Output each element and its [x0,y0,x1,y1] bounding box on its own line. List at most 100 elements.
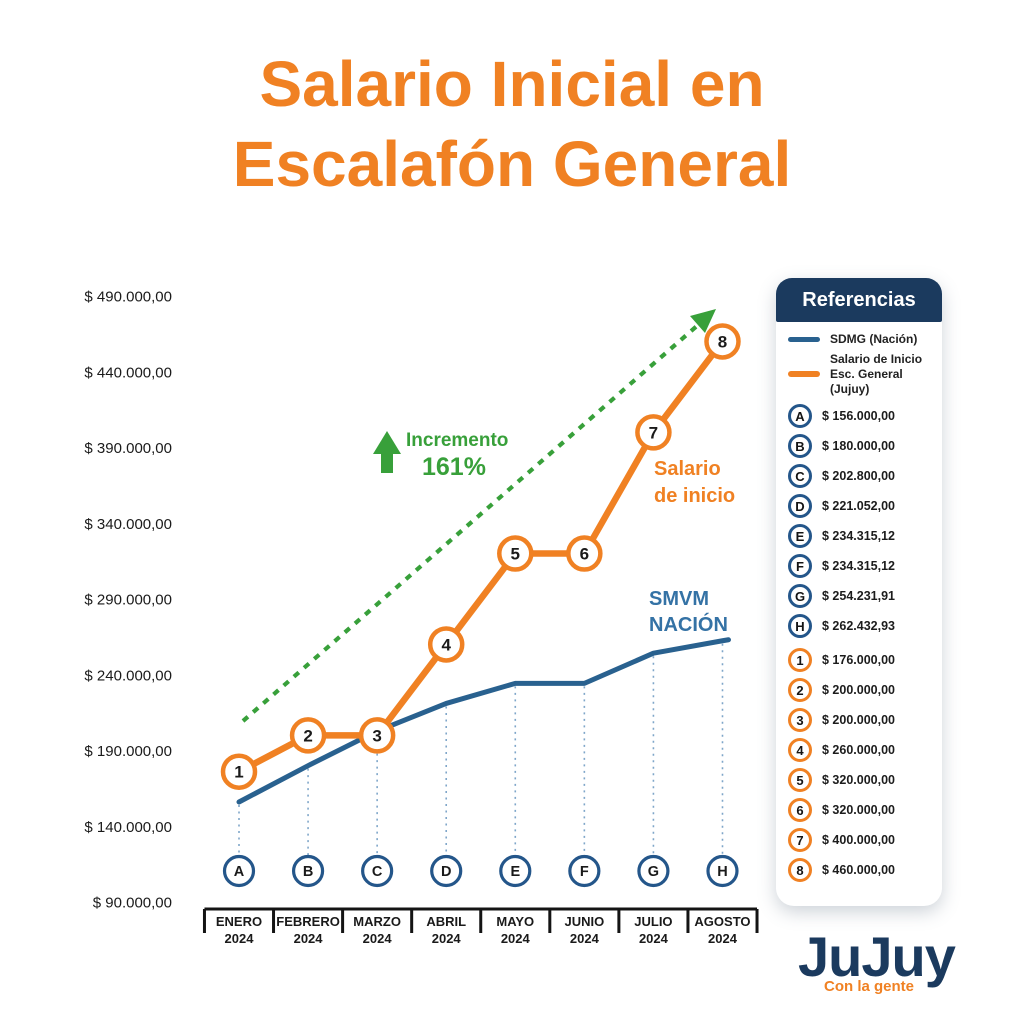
increment-label: Incremento [406,430,509,451]
orange-point-5 [497,535,534,572]
references-body: SDMG (Nación) Salario de Inicio Esc. Gen… [776,322,942,885]
y-axis-tick: $ 490.000,00 [84,289,172,306]
y-axis-tick: $ 340.000,00 [84,516,172,533]
x-axis-year-label: 2024 [225,931,255,946]
orange-key-circle: 8 [788,858,812,882]
reference-value: $ 400.000,00 [822,833,895,847]
blue-key-circle: E [788,524,812,548]
growth-arrow [241,309,716,723]
legend-item-sdmg: SDMG (Nación) [788,332,932,347]
x-axis-year-label: 2024 [501,931,531,946]
x-axis-month-label: AGOSTO [694,914,750,929]
reference-item-5: 5 $ 320.000,00 [788,765,932,795]
reference-values-list: A $ 156.000,00 B $ 180.000,00 C $ 202.800,00 D… [788,401,932,885]
reference-item-G: G $ 254.231,91 [788,581,932,611]
svg-text:8: 8 [718,332,727,351]
reference-item-2: 2 $ 200.000,00 [788,675,932,705]
svg-text:5: 5 [511,545,520,564]
reference-item-H: H $ 262.432,93 [788,611,932,641]
letter-marker-A [222,854,256,888]
logo-wordmark: JuJuy [798,925,956,988]
blue-key-circle: A [788,404,812,428]
reference-value: $ 234.315,12 [822,559,895,573]
blue-key-circle: G [788,584,812,608]
reference-value: $ 320.000,00 [822,773,895,787]
reference-value: $ 200.000,00 [822,713,895,727]
increment-value: 161% [422,453,486,481]
references-panel: Referencias SDMG (Nación) Salario de Ini… [776,278,942,906]
svg-text:B: B [303,864,313,880]
reference-item-B: B $ 180.000,00 [788,431,932,461]
orange-point-6 [566,535,603,572]
letter-marker-B [291,854,325,888]
reference-item-8: 8 $ 460.000,00 [788,855,932,885]
reference-value: $ 176.000,00 [822,653,895,667]
reference-value: $ 221.052,00 [822,499,895,513]
svg-text:1: 1 [234,763,243,782]
letter-marker-D [430,854,463,888]
x-axis-month-label: JULIO [634,914,672,929]
x-axis-month-label: MAYO [496,914,534,929]
reference-value: $ 460.000,00 [822,863,895,877]
blue-point-markers: A B C D E F G H [222,854,739,888]
reference-item-A: A $ 156.000,00 [788,401,932,431]
x-axis-year-label: 2024 [432,931,462,946]
reference-item-3: 3 $ 200.000,00 [788,705,932,735]
orange-key-circle: 1 [788,648,812,672]
blue-line-swatch [788,337,820,342]
increment-annotation: Incremento 161% [370,425,540,481]
svg-text:3: 3 [372,726,381,745]
orange-key-circle: 6 [788,798,812,822]
connector-lines [238,643,724,856]
letter-marker-G [637,854,670,888]
y-axis-tick: $ 440.000,00 [84,364,172,381]
references-header: Referencias [776,278,942,322]
svg-text:H: H [717,864,727,880]
orange-point-7 [635,414,672,451]
page-title: Salario Inicial en Escalafón General [0,44,1024,204]
reference-item-C: C $ 202.800,00 [788,461,932,491]
page-title-line2: Escalafón General [232,128,792,200]
svg-text:6: 6 [580,545,589,564]
reference-item-E: E $ 234.315,12 [788,521,932,551]
svg-text:C: C [372,864,383,880]
blue-series-label: SMVM NACIÓN [649,588,728,636]
y-axis-tick: $ 240.000,00 [84,667,172,684]
x-axis-year-label: 2024 [570,931,600,946]
orange-series-label: Salario de inicio [654,458,736,507]
svg-text:D: D [441,864,451,880]
logo-tagline: Con la gente [824,978,915,995]
svg-text:2: 2 [303,726,312,745]
reference-value: $ 202.800,00 [822,469,895,483]
reference-value: $ 320.000,00 [822,803,895,817]
orange-point-3 [358,717,396,754]
reference-value: $ 254.231,91 [822,589,895,603]
orange-line-swatch [788,371,820,377]
reference-item-D: D $ 221.052,00 [788,491,932,521]
reference-value: $ 156.000,00 [822,409,895,423]
reference-item-F: F $ 234.315,12 [788,551,932,581]
reference-value: $ 262.432,93 [822,619,895,633]
legend-item-salario-inicio: Salario de Inicio Esc. General (Jujuy) [788,352,932,396]
growth-arrowhead [690,309,716,333]
letter-marker-C [361,854,394,888]
y-axis-tick: $ 190.000,00 [84,743,172,760]
x-axis-month-label: JUNIO [564,914,604,929]
y-axis-tick: $ 140.000,00 [84,819,172,836]
svg-text:7: 7 [649,423,658,442]
x-axis-month-label: MARZO [353,914,401,929]
x-axis-year-label: 2024 [294,931,324,946]
blue-key-circle: D [788,494,812,518]
x-axis-month-label: ENERO [216,914,262,929]
x-axis-year-label: 2024 [363,931,393,946]
orange-key-circle: 7 [788,828,812,852]
blue-key-circle: C [788,464,812,488]
reference-item-4: 4 $ 260.000,00 [788,735,932,765]
svg-text:F: F [580,864,589,880]
reference-value: $ 200.000,00 [822,683,895,697]
svg-text:A: A [234,864,245,880]
svg-text:G: G [648,864,659,880]
x-axis-year-label: 2024 [639,931,669,946]
